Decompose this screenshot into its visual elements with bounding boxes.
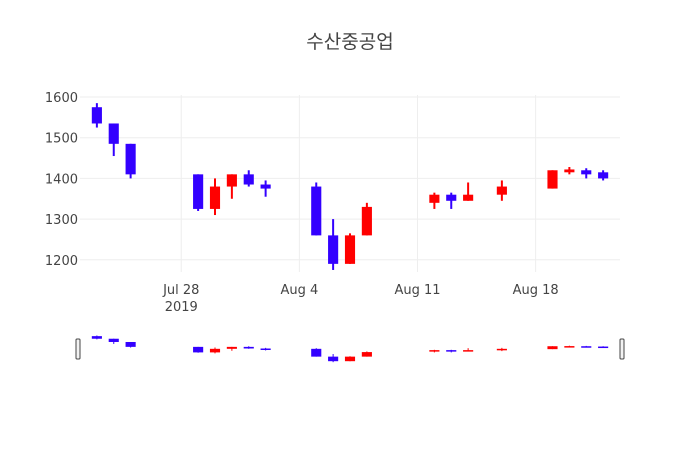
candle-decreasing: [598, 170, 609, 181]
candle-decreasing: [108, 123, 119, 157]
x-tick-label: Aug 4: [280, 283, 318, 298]
candle-decreasing: [91, 103, 102, 128]
candle-body: [209, 186, 221, 209]
candle-decreasing: [328, 219, 339, 270]
candle-increasing: [226, 174, 237, 199]
x-tick-label: Aug 18: [513, 283, 559, 298]
candle-body: [361, 206, 372, 236]
candle-increasing: [547, 170, 558, 189]
y-tick-label: 1200: [45, 254, 78, 269]
x-tick-label: Aug 11: [394, 283, 440, 298]
candle-body: [311, 186, 322, 236]
candle-increasing: [344, 233, 356, 264]
candle-body: [446, 194, 457, 201]
chart-title: 수산중공업: [306, 31, 393, 53]
x-tick-year-label: 2019: [165, 300, 198, 315]
candle-body: [260, 184, 271, 189]
x-axis-ticks: Jul 28 2019 Aug 4 Aug 11 Aug 18: [162, 283, 559, 315]
y-tick-label: 1400: [45, 172, 78, 187]
y-tick-label: 1500: [45, 132, 78, 147]
candle-body: [598, 172, 609, 179]
range-slider-background[interactable]: [79, 327, 621, 370]
candle-increasing: [209, 178, 221, 216]
candle-body: [193, 174, 204, 209]
candle-body: [564, 169, 575, 173]
candle-decreasing: [446, 192, 457, 209]
y-gridlines: [80, 96, 620, 261]
candle-increasing: [496, 180, 507, 201]
candle-decreasing: [125, 143, 136, 179]
candle-body: [226, 174, 237, 187]
candle-body: [243, 174, 254, 185]
y-tick-label: 1300: [45, 213, 78, 228]
candle-body: [429, 194, 440, 203]
range-slider-left-handle[interactable]: [75, 338, 81, 360]
candle-decreasing: [311, 182, 322, 236]
range-slider-candles: [91, 335, 609, 363]
range-slider-right-handle[interactable]: [619, 338, 625, 360]
candle-decreasing: [581, 168, 592, 179]
y-axis-ticks: 1200 1300 1400 1500 1600: [45, 91, 78, 269]
candle-body: [547, 170, 558, 189]
candle-decreasing: [243, 170, 254, 187]
candles: [91, 103, 609, 270]
candle-increasing: [361, 202, 372, 236]
candle-body: [328, 235, 339, 264]
range-slider[interactable]: [75, 327, 625, 370]
candle-decreasing: [193, 174, 204, 211]
candle-decreasing: [260, 180, 271, 197]
y-tick-label: 1600: [45, 91, 78, 106]
candle-body: [108, 123, 119, 144]
x-tick-label: Jul 28: [162, 283, 199, 298]
candle-body: [91, 107, 102, 124]
candle-body: [463, 194, 474, 201]
candle-body: [125, 143, 136, 175]
candle-increasing: [463, 182, 474, 201]
candle-body: [581, 170, 592, 175]
candle-increasing: [564, 167, 575, 175]
candle-body: [496, 186, 507, 195]
candle-increasing: [429, 192, 440, 209]
x-gridlines: [180, 95, 537, 272]
candle-body: [344, 235, 356, 264]
